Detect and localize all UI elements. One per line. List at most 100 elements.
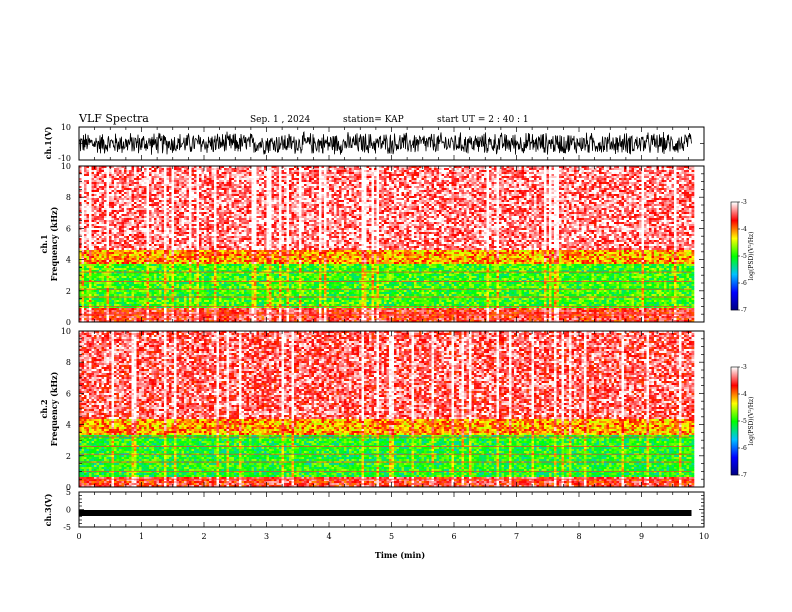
spectrogram-cell bbox=[234, 214, 237, 216]
spectrogram-cell bbox=[204, 302, 207, 304]
spectrogram-cell bbox=[232, 172, 235, 174]
spectrogram-cell bbox=[139, 188, 142, 190]
spectrogram-cell bbox=[197, 258, 200, 260]
spectrogram-cell bbox=[212, 202, 215, 204]
spectrogram-cell bbox=[147, 232, 150, 234]
spectrogram-cell bbox=[179, 216, 182, 218]
spectrogram-cell bbox=[224, 210, 227, 212]
spectrogram-cell bbox=[189, 184, 192, 186]
spectrogram-cell bbox=[87, 242, 90, 244]
ch1-waveform-panel: 10 -10 ch.1(V) bbox=[43, 123, 704, 163]
spectrogram-cell bbox=[147, 304, 150, 306]
spectrogram-cell bbox=[217, 216, 220, 218]
spectrogram-cell bbox=[97, 262, 100, 264]
spectrogram-cell bbox=[132, 256, 135, 258]
spectrogram-cell bbox=[132, 220, 135, 222]
spectrogram-cell bbox=[227, 178, 230, 180]
spectrogram-cell bbox=[217, 252, 220, 254]
spectrogram-cell bbox=[127, 176, 130, 178]
spectrogram-cell bbox=[162, 276, 165, 278]
spectrogram-cell bbox=[159, 194, 162, 196]
spectrogram-cell bbox=[122, 234, 125, 236]
spectrogram-cell bbox=[174, 204, 177, 206]
spectrogram-cell bbox=[179, 266, 182, 268]
spectrogram-cell bbox=[139, 290, 142, 292]
spectrogram-cell bbox=[177, 226, 180, 228]
spectrogram-cell bbox=[209, 292, 212, 294]
spectrogram-cell bbox=[204, 218, 207, 220]
spectrogram-cell bbox=[82, 184, 85, 186]
spectrogram-cell bbox=[107, 264, 110, 266]
spectrogram-cell bbox=[187, 284, 190, 286]
spectrogram-cell bbox=[162, 304, 165, 306]
spectrogram-cell bbox=[104, 228, 107, 230]
spectrogram-cell bbox=[204, 180, 207, 182]
spectrogram-cell bbox=[169, 212, 172, 214]
spectrogram-cell bbox=[184, 170, 187, 172]
spectrogram-cell bbox=[179, 278, 182, 280]
spectrogram-cell bbox=[224, 212, 227, 214]
spectrogram-cell bbox=[179, 258, 182, 260]
spectrogram-cell bbox=[129, 226, 132, 228]
spectrogram-cell bbox=[124, 178, 127, 180]
spectrogram-cell bbox=[164, 204, 167, 206]
spectrogram-cell bbox=[232, 212, 235, 214]
spectrogram-cell bbox=[92, 190, 95, 192]
spectrogram-cell bbox=[124, 256, 127, 258]
spectrogram-cell bbox=[142, 256, 145, 258]
spectrogram-cell bbox=[212, 318, 215, 320]
spectrogram-cell bbox=[177, 184, 180, 186]
spectrogram-cell bbox=[97, 220, 100, 222]
spectrogram-cell bbox=[159, 234, 162, 236]
spectrogram-cell bbox=[182, 308, 185, 310]
spectrogram-cell bbox=[119, 236, 122, 238]
spectrogram-cell bbox=[234, 228, 237, 230]
spectrogram-cell bbox=[119, 220, 122, 222]
spectrogram-cell bbox=[177, 250, 180, 252]
spectrogram-cell bbox=[129, 212, 132, 214]
spectrogram-cell bbox=[122, 294, 125, 296]
spectrogram-cell bbox=[159, 242, 162, 244]
spectrogram-cell bbox=[177, 216, 180, 218]
spectrogram-cell bbox=[174, 298, 177, 300]
spectrogram-cell bbox=[129, 260, 132, 262]
spectrogram-cell bbox=[134, 310, 137, 312]
spectrogram-cell bbox=[202, 252, 205, 254]
spectrogram-cell bbox=[97, 198, 100, 200]
spectrogram-cell bbox=[87, 246, 90, 248]
spectrogram-cell bbox=[194, 194, 197, 196]
spectrogram-cell bbox=[154, 264, 157, 266]
spectrogram-cell bbox=[229, 186, 232, 188]
spectrogram-cell bbox=[182, 188, 185, 190]
spectrogram-cell bbox=[124, 240, 127, 242]
spectrogram-cell bbox=[152, 200, 155, 202]
spectrogram-cell bbox=[169, 180, 172, 182]
spectrogram-cell bbox=[89, 194, 92, 196]
spectrogram-cell bbox=[109, 200, 112, 202]
spectrogram-cell bbox=[224, 292, 227, 294]
spectrogram-cell bbox=[82, 182, 85, 184]
spectrogram-cell bbox=[127, 254, 130, 256]
spectrogram-cell bbox=[187, 206, 190, 208]
spectrogram-cell bbox=[127, 252, 130, 254]
spectrogram-cell bbox=[209, 168, 212, 170]
spectrogram-cell bbox=[99, 290, 102, 292]
spectrogram-cell bbox=[152, 190, 155, 192]
spectrogram-cell bbox=[214, 198, 217, 200]
spectrogram-cell bbox=[162, 264, 165, 266]
spectrogram-cell bbox=[227, 226, 230, 228]
spectrogram-cell bbox=[217, 256, 220, 258]
spectrogram-cell bbox=[202, 210, 205, 212]
spectrogram-cell bbox=[92, 170, 95, 172]
spectrogram-cell bbox=[114, 180, 117, 182]
spectrogram-cell bbox=[129, 176, 132, 178]
spectrogram-cell bbox=[157, 218, 160, 220]
spectrogram-cell bbox=[142, 212, 145, 214]
spectrogram-cell bbox=[132, 176, 135, 178]
spectrogram-cell bbox=[182, 278, 185, 280]
spectrogram-cell bbox=[159, 170, 162, 172]
ch1-spectrogram-panel: 0246810 ch.1 Frequency (kHz) -3-4-5-6-7l… bbox=[39, 162, 755, 327]
spectrogram-cell bbox=[174, 176, 177, 178]
spectrogram-cell bbox=[152, 276, 155, 278]
spectrogram-cell bbox=[159, 178, 162, 180]
